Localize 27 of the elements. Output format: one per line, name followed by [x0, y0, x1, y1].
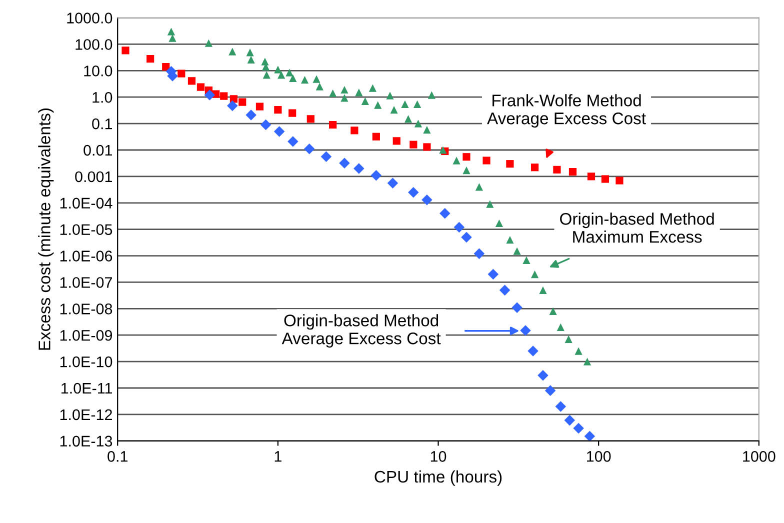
y-tick-label: 1.0E-08	[60, 304, 112, 314]
y-tick-label: 1.0E-07	[60, 277, 112, 288]
annotation: Origin-based Method Average Excess Cost	[282, 314, 441, 348]
y-axis-title: Excess cost (minute equivalents)	[38, 108, 54, 350]
x-tick-label: 100	[587, 451, 611, 462]
y-tick-label: 1.0E-09	[60, 330, 112, 341]
x-axis-title: CPU time (hours)	[374, 470, 502, 486]
y-tick-label: 1.0	[92, 92, 112, 103]
y-tick-label: 100.0	[76, 39, 112, 50]
y-tick-label: 1.0E-13	[60, 436, 112, 447]
annotation: Frank-Wolfe Method Average Excess Cost	[487, 94, 646, 128]
y-tick-label: 1.0E-06	[60, 250, 112, 262]
y-tick-label: 1.0E-11	[62, 382, 112, 394]
y-tick-label: 1.0E-10	[60, 356, 112, 368]
y-tick-label: 1.0E-05	[60, 224, 112, 236]
y-tick-label: 1000.0	[67, 12, 112, 24]
y-tick-label: 0.001	[75, 171, 112, 182]
x-tick-label: 0.1	[108, 451, 128, 462]
x-tick-label: 1	[274, 451, 282, 462]
annotation: Origin-based Method Maximum Excess	[560, 212, 714, 243]
y-tick-label: 10.0	[84, 66, 112, 76]
y-tick-label: 0.1	[92, 118, 112, 130]
y-tick-label: 0.01	[84, 144, 112, 156]
x-tick-label: 1000	[743, 451, 776, 462]
y-tick-label: 1.0E-12	[60, 409, 112, 420]
x-tick-label: 10	[430, 451, 446, 462]
y-tick-label: 1.0E-04	[60, 198, 112, 209]
